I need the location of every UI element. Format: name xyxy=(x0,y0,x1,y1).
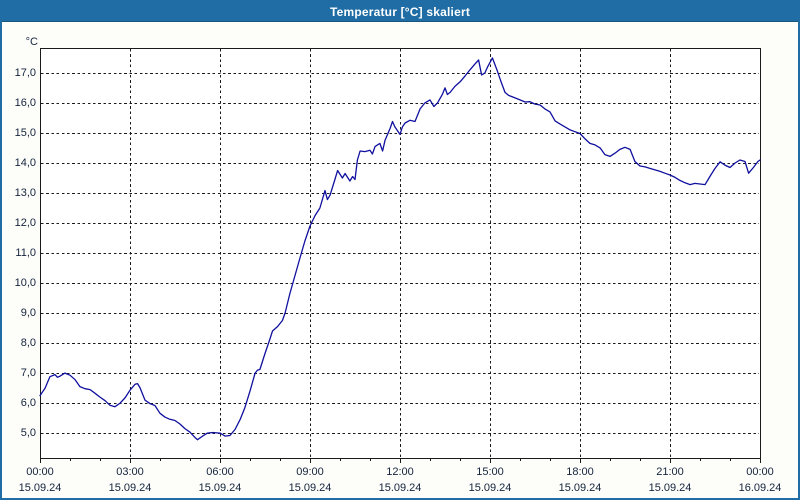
y-tick-label: 14,0 xyxy=(14,156,36,169)
x-tick-date-label: 15.09.24 xyxy=(558,482,602,494)
x-tick-time-label: 21:00 xyxy=(656,466,684,478)
temperature-series-line xyxy=(39,57,761,441)
y-tick-label: 11,0 xyxy=(15,247,36,259)
y-tick-label: 6,0 xyxy=(20,397,36,410)
x-tick-date-label: 15.09.24 xyxy=(198,482,242,494)
x-tick-date-label: 15.09.24 xyxy=(18,482,62,494)
x-tick-date-label: 15.09.24 xyxy=(108,482,152,494)
x-tick-time-label: 00:00 xyxy=(746,466,774,478)
y-axis-unit-label: °C xyxy=(25,36,38,48)
x-tick-date-label: 15.09.24 xyxy=(648,482,692,494)
y-tick-label: 12,0 xyxy=(14,216,36,229)
window-title: Temperatur [°C] skaliert xyxy=(329,4,471,19)
x-tick-time-label: 00:00 xyxy=(26,466,54,478)
x-tick-date-label: 15.09.24 xyxy=(378,482,422,494)
x-tick-time-label: 15:00 xyxy=(476,466,504,478)
y-tick-label: 17,0 xyxy=(14,66,36,79)
x-tick-time-label: 18:00 xyxy=(566,466,594,478)
y-tick-label: 15,0 xyxy=(14,126,36,139)
y-tick-label: 9,0 xyxy=(20,307,36,320)
y-tick-label: 8,0 xyxy=(20,337,36,350)
y-tick-label: 16,0 xyxy=(14,96,36,109)
x-tick-date-label: 16.09.24 xyxy=(738,482,782,494)
y-tick-label: 10,0 xyxy=(14,277,36,289)
x-tick-date-label: 15.09.24 xyxy=(288,482,332,494)
y-tick-label: 13,0 xyxy=(14,186,36,199)
x-tick-time-label: 06:00 xyxy=(206,466,234,478)
y-tick-label: 7,0 xyxy=(20,367,36,380)
x-tick-time-label: 03:00 xyxy=(116,466,144,478)
x-tick-time-label: 12:00 xyxy=(386,466,414,478)
x-tick-date-label: 15.09.24 xyxy=(468,482,512,494)
window-title-bar: Temperatur [°C] skaliert xyxy=(2,2,798,22)
x-tick-time-label: 09:00 xyxy=(296,466,324,478)
y-tick-label: 5,0 xyxy=(20,427,36,440)
